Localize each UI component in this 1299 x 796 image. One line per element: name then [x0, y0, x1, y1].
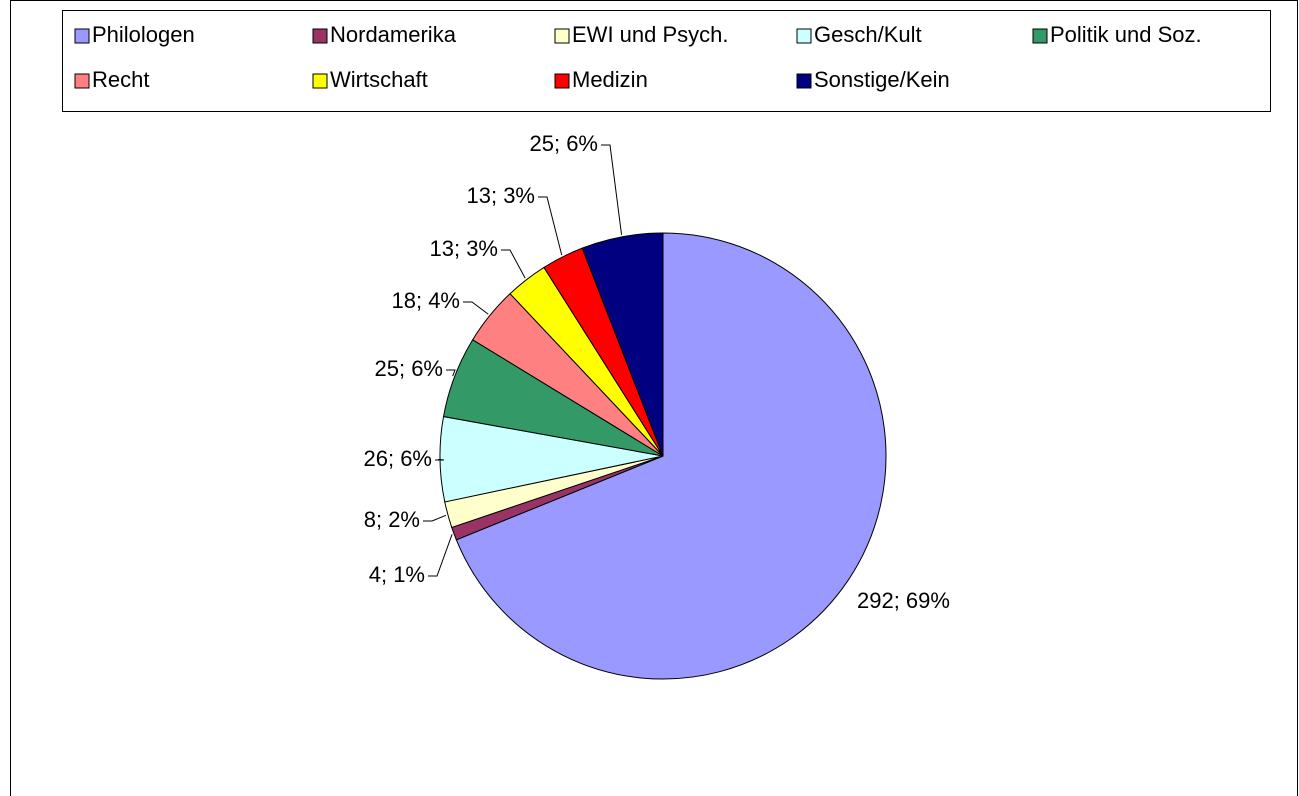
- leader-line: [538, 196, 563, 256]
- legend-swatch: [796, 28, 812, 44]
- pie-slice: [455, 232, 887, 680]
- legend-swatch: [796, 73, 812, 89]
- data-label: 25; 6%: [375, 356, 444, 381]
- legend-label: Sonstige/Kein: [814, 67, 950, 92]
- legend-label: EWI und Psych.: [572, 22, 729, 47]
- legend-label: Politik und Soz.: [1050, 22, 1202, 47]
- data-label: 292; 69%: [857, 588, 950, 613]
- data-label: 8; 2%: [364, 507, 420, 532]
- leader-line: [446, 369, 456, 377]
- data-label: 18; 4%: [392, 288, 461, 313]
- legend-label: Wirtschaft: [330, 67, 428, 92]
- leader-line: [435, 458, 445, 461]
- legend-swatch: [74, 73, 90, 89]
- legend-swatch: [74, 28, 90, 44]
- legend-swatch: [554, 28, 570, 44]
- data-label: 4; 1%: [369, 562, 425, 587]
- leader-line: [601, 144, 623, 235]
- legend-label: Philologen: [92, 22, 195, 47]
- data-label: 13; 3%: [430, 236, 499, 261]
- legend-swatch: [312, 28, 328, 44]
- legend-swatch: [312, 73, 328, 89]
- legend-label: Gesch/Kult: [814, 22, 922, 47]
- data-label: 26; 6%: [364, 446, 433, 471]
- legend-box: [62, 10, 1271, 112]
- legend-label: Recht: [92, 67, 149, 92]
- pie-slice: [581, 232, 664, 457]
- legend-swatch: [554, 73, 570, 89]
- legend-swatch: [1032, 28, 1048, 44]
- data-label: 13; 3%: [467, 183, 536, 208]
- leader-line: [463, 301, 489, 315]
- leader-line: [428, 534, 453, 577]
- data-label: 25; 6%: [530, 131, 599, 156]
- legend-label: Nordamerika: [330, 22, 457, 47]
- leader-line: [423, 514, 447, 522]
- legend-label: Medizin: [572, 67, 648, 92]
- leader-line: [501, 249, 526, 279]
